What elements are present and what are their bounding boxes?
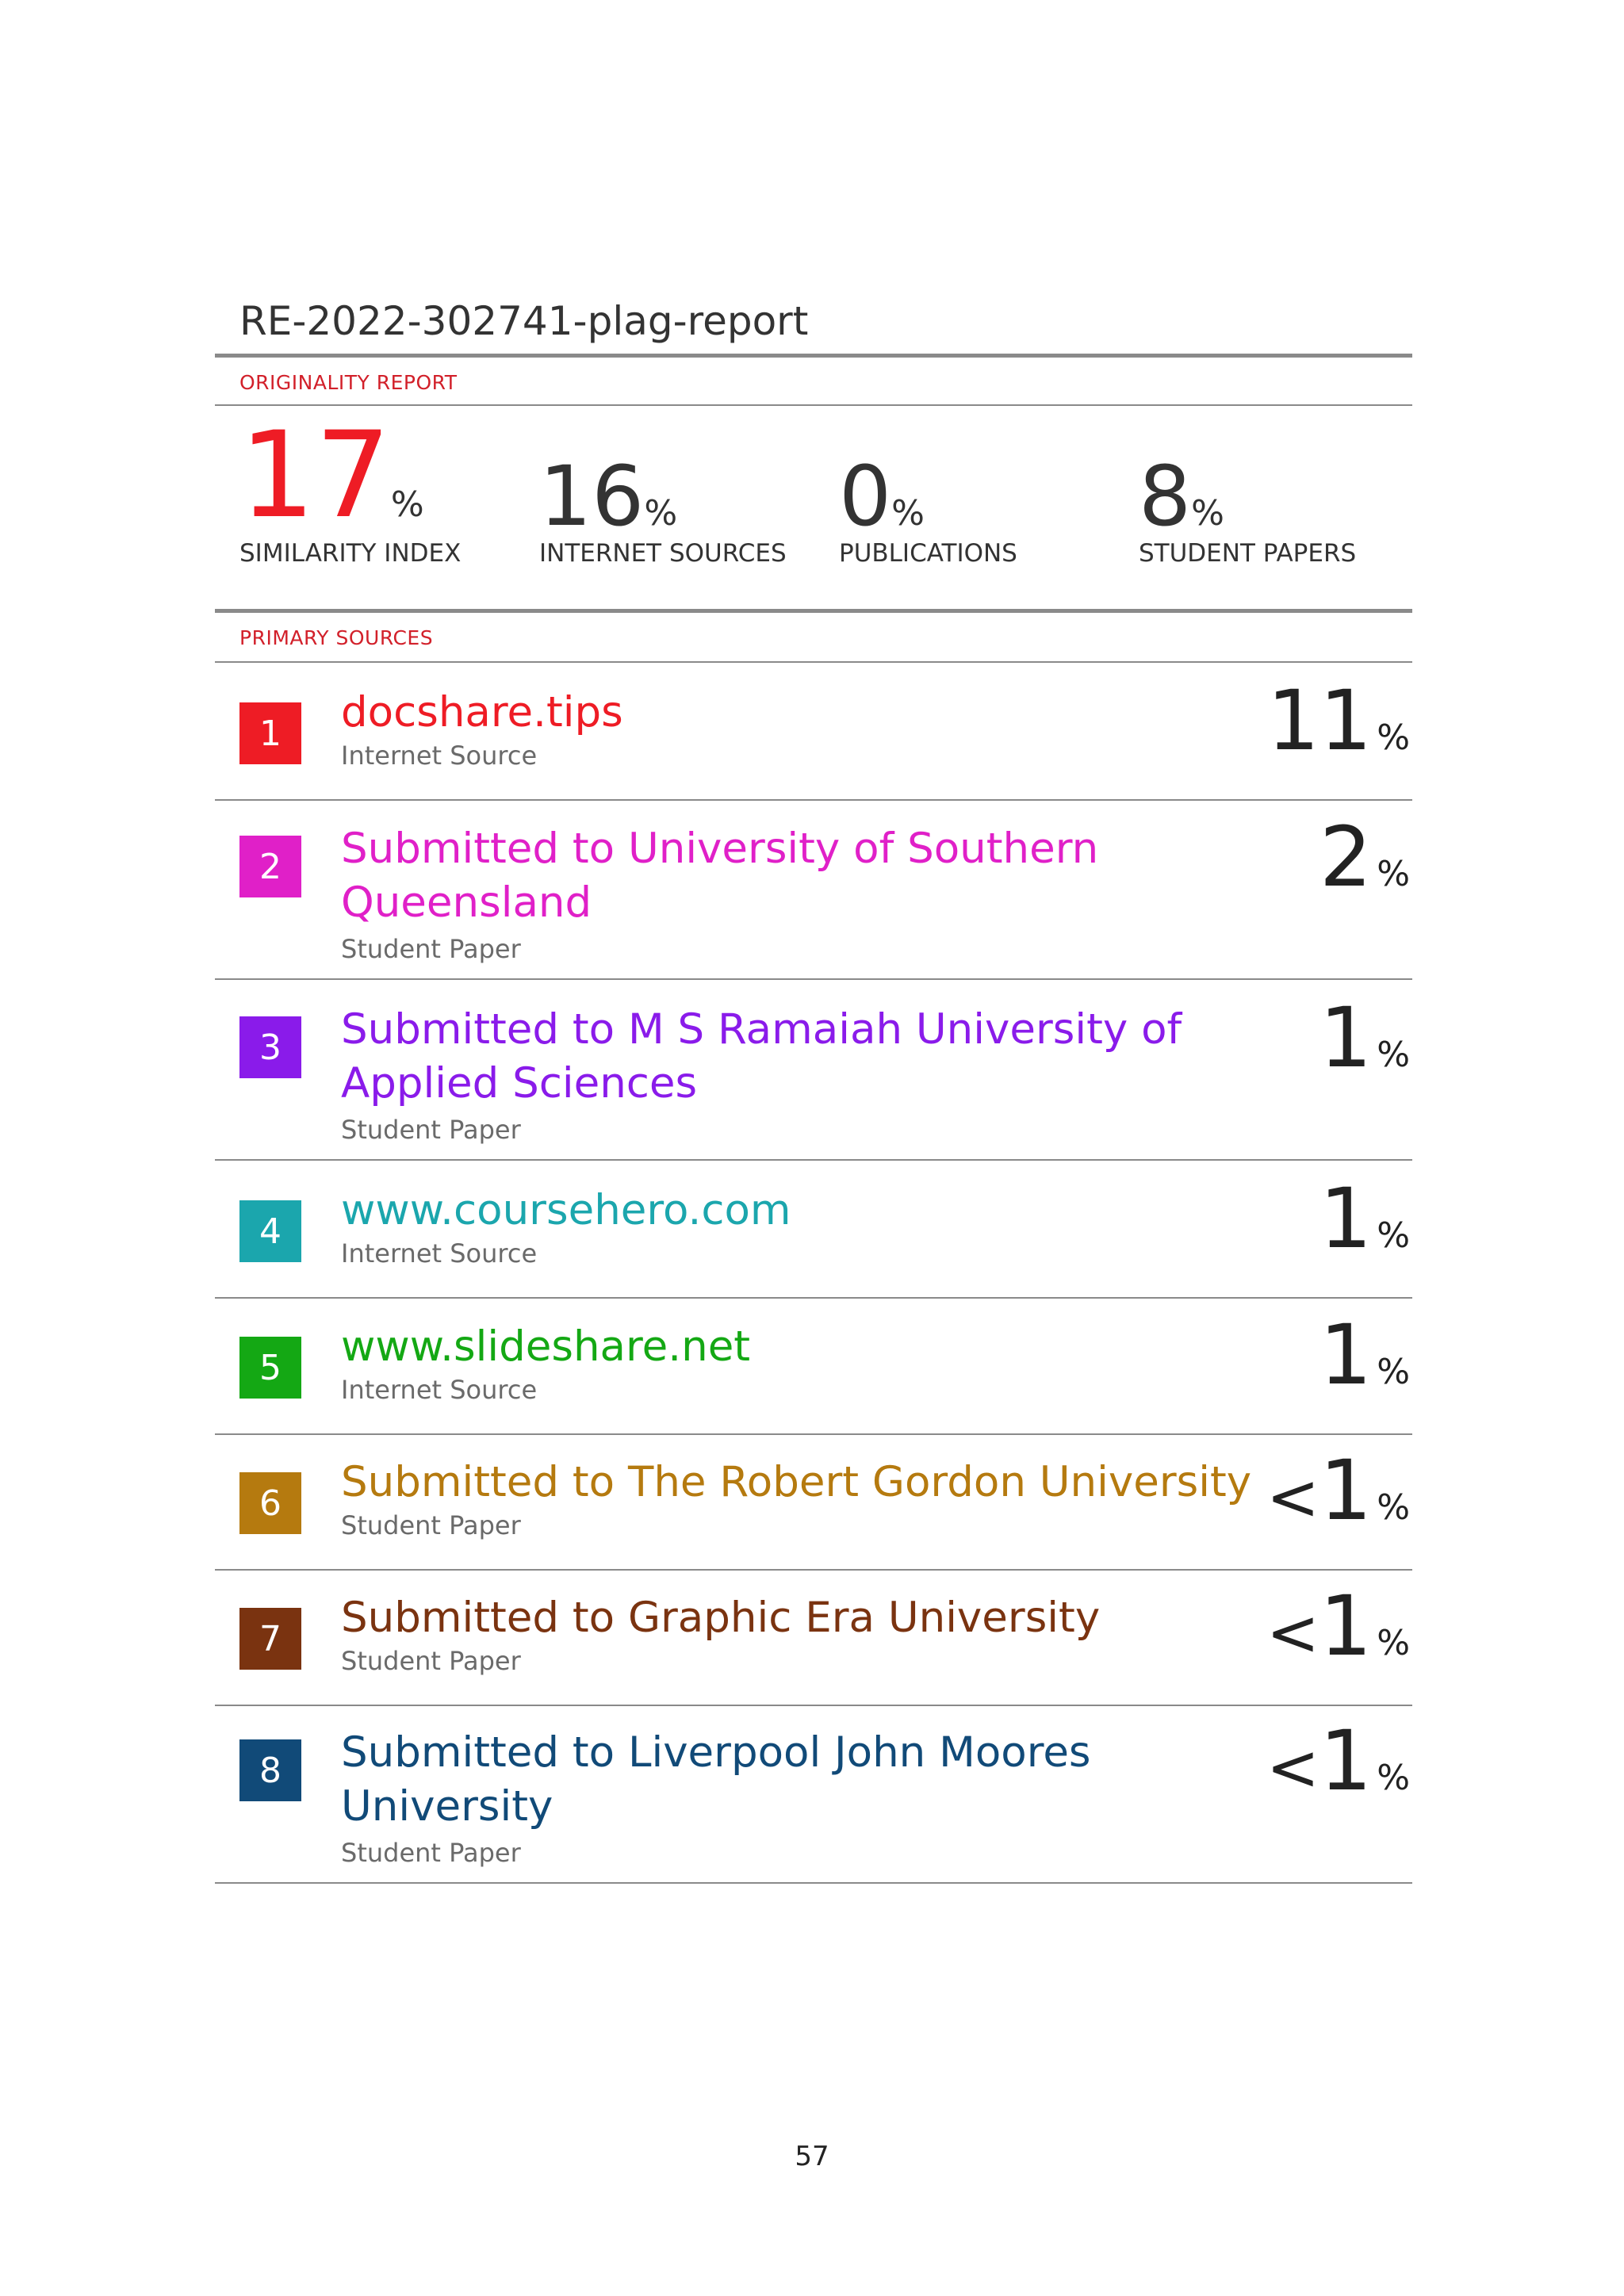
publications-value: 0 (839, 448, 892, 545)
percentage-prefix: < (1266, 1596, 1320, 1670)
source-rank-badge: 2 (239, 836, 301, 897)
percentage-unit: % (1377, 1352, 1410, 1392)
percentage-value: 1 (1320, 1442, 1373, 1539)
similarity-label: SIMILARITY INDEX (239, 539, 462, 568)
source-percentage: 2% (1320, 809, 1410, 905)
report-title: RE-2022-302741-plag-report (239, 298, 809, 344)
source-type: Student Paper (341, 934, 521, 964)
source-percentage: 1% (1320, 1170, 1410, 1267)
internet-sources-label: INTERNET SOURCES (539, 539, 787, 568)
percentage-value: 1 (1320, 1712, 1373, 1809)
student-papers-label: STUDENT PAPERS (1139, 539, 1357, 568)
source-row: 3 Submitted to M S Ramaiah University of A… (0, 989, 1624, 1161)
source-row: 6 Submitted to The Robert Gordon Universi… (0, 1442, 1624, 1571)
percentage-unit: % (1377, 1623, 1410, 1663)
source-title[interactable]: www.coursehero.com (341, 1186, 791, 1234)
source-title[interactable]: Submitted to University of Southern (341, 825, 1099, 873)
source-title-continued[interactable]: Queensland (341, 878, 592, 927)
stats-divider (215, 609, 1412, 613)
student-papers-value: 8 (1139, 448, 1192, 545)
source-title[interactable]: Submitted to Liverpool John Moores (341, 1728, 1091, 1777)
source-divider (215, 1882, 1412, 1884)
source-divider (215, 1297, 1412, 1299)
similarity-value: 17 (239, 407, 391, 545)
percentage-value: 11 (1266, 672, 1373, 769)
similarity-unit: % (390, 484, 424, 525)
source-rank-badge: 4 (239, 1200, 301, 1262)
source-title[interactable]: Submitted to Graphic Era University (341, 1594, 1101, 1642)
originality-divider (215, 404, 1412, 406)
source-divider (215, 1705, 1412, 1706)
percentage-value: 1 (1320, 1170, 1373, 1267)
primary-sources-label: PRIMARY SOURCES (239, 626, 434, 649)
percentage-prefix: < (1266, 1460, 1320, 1534)
source-type: Internet Source (341, 1238, 538, 1269)
source-rank-badge: 7 (239, 1608, 301, 1670)
source-percentage: 11% (1267, 672, 1410, 769)
student-papers-unit: % (1191, 493, 1224, 534)
percentage-prefix: < (1266, 1731, 1320, 1804)
source-title-continued[interactable]: Applied Sciences (341, 1059, 698, 1108)
source-rank-badge: 3 (239, 1016, 301, 1078)
percentage-value: 1 (1320, 1307, 1373, 1403)
source-divider (215, 1569, 1412, 1571)
source-type: Internet Source (341, 740, 538, 771)
source-title[interactable]: Submitted to M S Ramaiah University of (341, 1005, 1182, 1054)
title-divider (215, 354, 1412, 358)
source-type: Student Paper (341, 1510, 521, 1540)
publications-unit: % (891, 493, 925, 534)
source-divider (215, 978, 1412, 980)
source-type: Internet Source (341, 1375, 538, 1405)
source-title[interactable]: www.slideshare.net (341, 1322, 751, 1371)
source-title-continued[interactable]: University (341, 1782, 553, 1831)
source-row: 2 Submitted to University of Southern Quee… (0, 809, 1624, 980)
source-row: 4 www.coursehero.com Internet Source 1% (0, 1170, 1624, 1299)
source-rank-badge: 1 (239, 702, 301, 764)
percentage-unit: % (1377, 718, 1410, 758)
percentage-unit: % (1377, 854, 1410, 894)
source-type: Student Paper (341, 1646, 521, 1676)
publications-label: PUBLICATIONS (839, 539, 1017, 568)
source-divider (215, 799, 1412, 801)
source-rank-badge: 6 (239, 1472, 301, 1534)
percentage-unit: % (1377, 1487, 1410, 1528)
source-title[interactable]: docshare.tips (341, 688, 623, 737)
percentage-unit: % (1377, 1215, 1410, 1256)
source-divider (215, 1433, 1412, 1435)
source-type: Student Paper (341, 1115, 521, 1145)
source-percentage: <1% (1266, 1712, 1410, 1809)
page-number: 57 (795, 2141, 829, 2172)
source-rank-badge: 8 (239, 1739, 301, 1801)
originality-report-label: ORIGINALITY REPORT (239, 371, 458, 394)
percentage-unit: % (1377, 1035, 1410, 1075)
source-divider (215, 1159, 1412, 1161)
percentage-value: 2 (1320, 809, 1373, 905)
percentage-value: 1 (1320, 989, 1373, 1086)
source-percentage: <1% (1266, 1442, 1410, 1539)
source-row: 1 docshare.tips Internet Source 11% (0, 672, 1624, 801)
internet-sources-unit: % (644, 493, 678, 534)
source-row: 7 Submitted to Graphic Era University Stud… (0, 1578, 1624, 1706)
source-rank-badge: 5 (239, 1337, 301, 1399)
percentage-value: 1 (1320, 1578, 1373, 1674)
primary-sources-divider (215, 661, 1412, 663)
source-type: Student Paper (341, 1838, 521, 1868)
source-row: 8 Submitted to Liverpool John Moores Unive… (0, 1712, 1624, 1884)
source-percentage: <1% (1266, 1578, 1410, 1674)
source-percentage: 1% (1320, 1307, 1410, 1403)
internet-sources-value: 16 (539, 448, 645, 545)
source-title[interactable]: Submitted to The Robert Gordon Universit… (341, 1458, 1252, 1506)
source-row: 5 www.slideshare.net Internet Source 1% (0, 1307, 1624, 1435)
percentage-unit: % (1377, 1758, 1410, 1798)
source-percentage: 1% (1320, 989, 1410, 1086)
